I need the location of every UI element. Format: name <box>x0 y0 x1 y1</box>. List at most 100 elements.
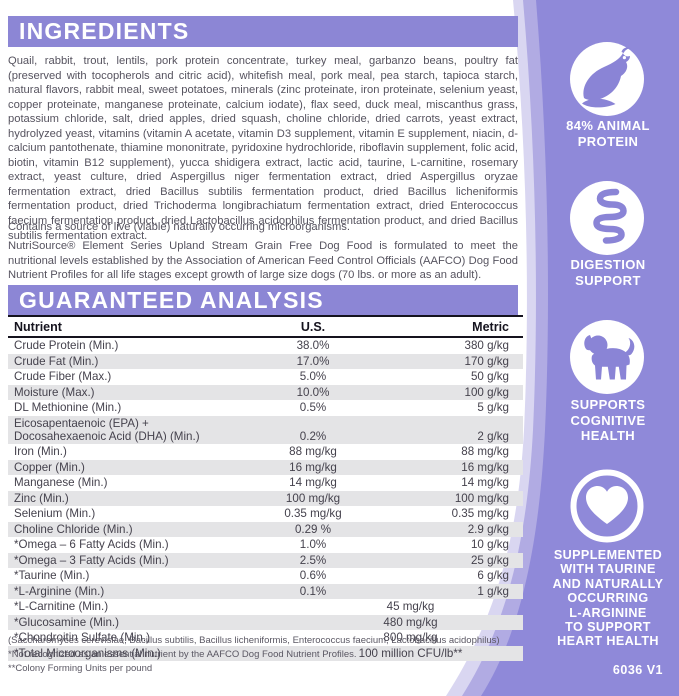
microorganisms-note: Contains a source of live (viable) natur… <box>8 221 350 233</box>
nutrient-value-us: 14 mg/kg <box>289 476 337 489</box>
nutrient-name: *Omega – 6 Fatty Acids (Min.) <box>14 538 169 551</box>
ga-table-row: *Chondroitin Sulfate (Min.) 800 mg/kg <box>8 630 523 646</box>
nutrient-name: *Chondroitin Sulfate (Min.) <box>14 631 150 644</box>
nutrient-value-metric: 100 mg/kg <box>454 491 509 505</box>
nutrient-value-us: 0.6% <box>299 569 327 582</box>
ga-table-row: Choline Chloride (Min.) 0.29 % 2.9 g/kg <box>8 521 523 537</box>
ga-table-row: Moisture (Max.) 10.0% 100 g/kg <box>8 384 523 400</box>
footnote-not-recognized: *Not recognized as an essential nutrient… <box>8 649 357 660</box>
ga-table-body: Crude Protein (Min.) 38.0% 380 g/kg Crude F… <box>8 338 523 661</box>
ga-table-row: Zinc (Min.) 100 mg/kg 100 mg/kg <box>8 490 523 506</box>
nutrient-name: Manganese (Min.) <box>14 476 108 489</box>
nutrient-value-us: 0.35 mg/kg <box>284 507 342 520</box>
nutrient-name: Choline Chloride (Min.) <box>14 522 133 536</box>
nutrient-name: DL Methionine (Min.) <box>14 401 122 414</box>
ingredients-header-bar: INGREDIENTS <box>8 16 518 47</box>
nutrient-value-metric: 6 g/kg <box>477 569 509 582</box>
ga-table-row: DL Methionine (Min.) 0.5% 5 g/kg <box>8 400 523 416</box>
nutrient-value-us: 5.0% <box>299 370 327 383</box>
table-header-row: Nutrient U.S. Metric <box>8 315 523 338</box>
badge-label-digestion-support: DIGESTION SUPPORT <box>570 257 646 288</box>
nutrient-name: Crude Fiber (Max.) <box>14 370 112 383</box>
nutrient-name: *Taurine (Min.) <box>14 569 90 582</box>
nutrient-value-us: 1.0% <box>299 538 327 551</box>
ga-table-row: *Omega – 6 Fatty Acids (Min.) 1.0% 10 g/kg <box>8 537 523 553</box>
nutrient-value-us: 0.5% <box>299 401 327 414</box>
nutrient-name: Zinc (Min.) <box>14 491 69 505</box>
nutrient-value-metric: 100 g/kg <box>464 385 509 399</box>
nutrient-value-us: 2.5% <box>299 553 327 567</box>
nutrient-value-merged: 100 million CFU/lb** <box>358 646 463 660</box>
nutrient-value-us: 0.1% <box>299 584 327 598</box>
nutrient-name: Crude Protein (Min.) <box>14 339 119 352</box>
nutrient-value-us: 0.29 % <box>294 522 332 536</box>
label-version-code: 6036 V1 <box>612 663 663 677</box>
nutrient-value-us: 88 mg/kg <box>289 445 337 458</box>
nutrient-value-us: 17.0% <box>296 354 330 368</box>
dog-icon <box>570 320 644 394</box>
nutrient-name: Crude Fat (Min.) <box>14 354 99 368</box>
badge-label-heart-health: SUPPLEMENTED WITH TAURINE AND NATURALLY … <box>552 548 664 649</box>
nutrient-value-us: 38.0% <box>296 339 330 352</box>
badge-label-animal-protein: 84% ANIMAL PROTEIN <box>566 118 650 149</box>
ga-table-row: Crude Fat (Min.) 17.0% 170 g/kg <box>8 353 523 369</box>
nutrient-name: *Total Microorganisms (Min.) <box>14 646 161 660</box>
nutrient-name: *Omega – 3 Fatty Acids (Min.) <box>14 553 169 567</box>
ga-table-row: Crude Fiber (Max.) 5.0% 50 g/kg <box>8 369 523 385</box>
nutrient-value-merged: 45 mg/kg <box>386 600 435 613</box>
ga-table-row: Copper (Min.) 16 mg/kg 16 mg/kg <box>8 459 523 475</box>
ga-table-row: *Omega – 3 Fatty Acids (Min.) 2.5% 25 g/kg <box>8 552 523 568</box>
nutrient-value-metric: 0.35 mg/kg <box>451 507 509 520</box>
aafco-statement: NutriSource® Element Series Upland Strea… <box>8 240 518 282</box>
column-header-metric: Metric <box>472 319 509 334</box>
nutrient-value-metric: 1 g/kg <box>477 584 509 598</box>
guaranteed-analysis-title: GUARANTEED ANALYSIS <box>19 287 324 313</box>
footnote-cfu: **Colony Forming Units per pound <box>8 663 153 674</box>
ga-table-row: *L-Carnitine (Min.) 45 mg/kg <box>8 599 523 615</box>
nutrient-value-metric: 50 g/kg <box>470 370 509 383</box>
nutrient-name: *Glucosamine (Min.) <box>14 615 120 629</box>
nutrient-name: Eicosapentaenoic (EPA) + Docosahexaenoic… <box>14 416 200 443</box>
nutrient-value-metric: 170 g/kg <box>464 354 509 368</box>
ingredients-body-text: Quail, rabbit, trout, lentils, pork prot… <box>8 55 518 242</box>
nutrient-name: *L-Carnitine (Min.) <box>14 600 109 613</box>
nutrient-value-us: 0.2% <box>299 429 327 443</box>
ga-table-row: *Glucosamine (Min.) 480 mg/kg <box>8 614 523 630</box>
heart-icon <box>570 469 644 543</box>
footnote-microorganism-species: (Saccharomyces cerevisiae, Bacillus subt… <box>8 635 500 646</box>
nutrient-value-us: 100 mg/kg <box>285 491 341 505</box>
ga-table-row: Selenium (Min.) 0.35 mg/kg 0.35 mg/kg <box>8 506 523 522</box>
nutrient-value-us: 16 mg/kg <box>289 460 337 474</box>
nutrient-value-metric: 5 g/kg <box>477 401 509 414</box>
ingredients-title: INGREDIENTS <box>19 18 190 44</box>
nutrient-value-metric: 25 g/kg <box>470 553 509 567</box>
nutrient-value-metric: 10 g/kg <box>470 538 509 551</box>
nutrient-value-metric: 380 g/kg <box>464 339 509 352</box>
nutrient-value-metric: 2 g/kg <box>477 429 509 443</box>
nutrient-name: Iron (Min.) <box>14 445 67 458</box>
quail-icon <box>570 42 644 116</box>
nutrient-name: Moisture (Max.) <box>14 385 95 399</box>
column-header-nutrient: Nutrient <box>14 319 62 334</box>
nutrient-value-metric: 2.9 g/kg <box>467 522 509 536</box>
guaranteed-analysis-header-bar: GUARANTEED ANALYSIS <box>8 285 518 316</box>
ga-table-row: Manganese (Min.) 14 mg/kg 14 mg/kg <box>8 475 523 491</box>
ga-table-row: Iron (Min.) 88 mg/kg 88 mg/kg <box>8 444 523 460</box>
column-header-us: U.S. <box>300 319 326 334</box>
badge-label-cognitive-health: SUPPORTS COGNITIVE HEALTH <box>570 397 646 443</box>
nutrient-value-metric: 16 mg/kg <box>461 460 509 474</box>
guaranteed-analysis-table: Nutrient U.S. Metric Crude Protein (Min.… <box>8 315 523 661</box>
nutrient-value-metric: 88 mg/kg <box>461 445 509 458</box>
ga-table-row: Crude Protein (Min.) 38.0% 380 g/kg <box>8 338 523 354</box>
ga-table-row: *L-Arginine (Min.) 0.1% 1 g/kg <box>8 583 523 599</box>
nutrient-value-merged: 800 mg/kg <box>383 631 438 644</box>
ga-table-row: *Taurine (Min.) 0.6% 6 g/kg <box>8 568 523 584</box>
nutrient-value-us: 10.0% <box>296 385 330 399</box>
nutrient-value-metric: 14 mg/kg <box>461 476 509 489</box>
nutrient-value-merged: 480 mg/kg <box>383 615 438 629</box>
nutrient-name: Selenium (Min.) <box>14 507 96 520</box>
intestine-icon <box>570 181 644 255</box>
ga-table-row: *Total Microorganisms (Min.) 100 million … <box>8 645 523 661</box>
nutrient-name: Copper (Min.) <box>14 460 85 474</box>
